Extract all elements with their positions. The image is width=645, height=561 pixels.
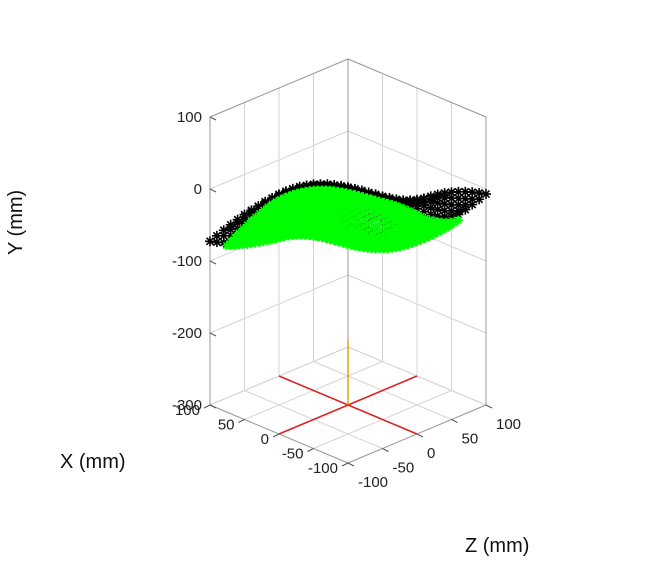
x-tick-mark bbox=[238, 419, 245, 423]
z-tick-mark bbox=[347, 462, 355, 467]
box-edge bbox=[209, 58, 349, 118]
x-tick-mark bbox=[341, 462, 349, 467]
z-tick-label: 100 bbox=[496, 416, 521, 433]
x-axis-label: X (mm) bbox=[60, 451, 126, 473]
z-axis-label: Z (mm) bbox=[465, 535, 529, 557]
black-point bbox=[467, 199, 478, 210]
z-tick-mark bbox=[451, 419, 458, 423]
z-tick-mark bbox=[485, 404, 493, 409]
black-point bbox=[432, 198, 443, 209]
black-point bbox=[481, 189, 491, 199]
y-tick-mark bbox=[209, 332, 217, 337]
box-edge bbox=[347, 58, 487, 118]
x-tick-mark bbox=[272, 433, 280, 438]
green-point bbox=[346, 225, 356, 235]
z-tick-label: 50 bbox=[462, 431, 479, 448]
y-tick-label: 100 bbox=[177, 109, 202, 126]
y-tick-mark bbox=[209, 404, 217, 409]
back-wall-gridline bbox=[209, 274, 349, 334]
black-point bbox=[205, 236, 215, 247]
back-wall-gridline bbox=[347, 130, 487, 190]
back-wall-gridline bbox=[209, 130, 349, 190]
green-point bbox=[350, 227, 360, 237]
z-tick-label: -50 bbox=[393, 460, 415, 477]
points-layer bbox=[205, 179, 491, 254]
tick-labels: -100-50050100-100-50050100-300-200-10001… bbox=[172, 109, 521, 491]
x-tick-label: 100 bbox=[175, 402, 200, 419]
z-tick-label: -100 bbox=[358, 474, 388, 491]
black-point bbox=[474, 194, 485, 205]
x-tick-label: 0 bbox=[261, 431, 269, 448]
y-tick-label: -100 bbox=[172, 253, 202, 270]
y-tick-label: 0 bbox=[194, 181, 202, 198]
black-point bbox=[460, 204, 471, 215]
y-tick-mark bbox=[209, 188, 217, 193]
y-tick-mark bbox=[209, 260, 217, 265]
x-tick-label: 50 bbox=[218, 417, 235, 434]
x-tick-mark bbox=[307, 448, 314, 452]
z-tick-mark bbox=[416, 433, 424, 438]
y-tick-mark bbox=[209, 116, 217, 121]
back-wall-gridline bbox=[347, 274, 487, 334]
y-tick-label: -300 bbox=[172, 397, 202, 414]
y-tick-label: -200 bbox=[172, 325, 202, 342]
annotation-layer bbox=[278, 340, 418, 435]
y-axis-label: Y (mm) bbox=[5, 190, 27, 255]
z-tick-label: 0 bbox=[427, 445, 435, 462]
z-tick-mark bbox=[382, 448, 389, 452]
x-tick-label: -100 bbox=[308, 460, 338, 477]
x-tick-mark bbox=[203, 404, 211, 409]
x-tick-label: -50 bbox=[282, 446, 304, 463]
